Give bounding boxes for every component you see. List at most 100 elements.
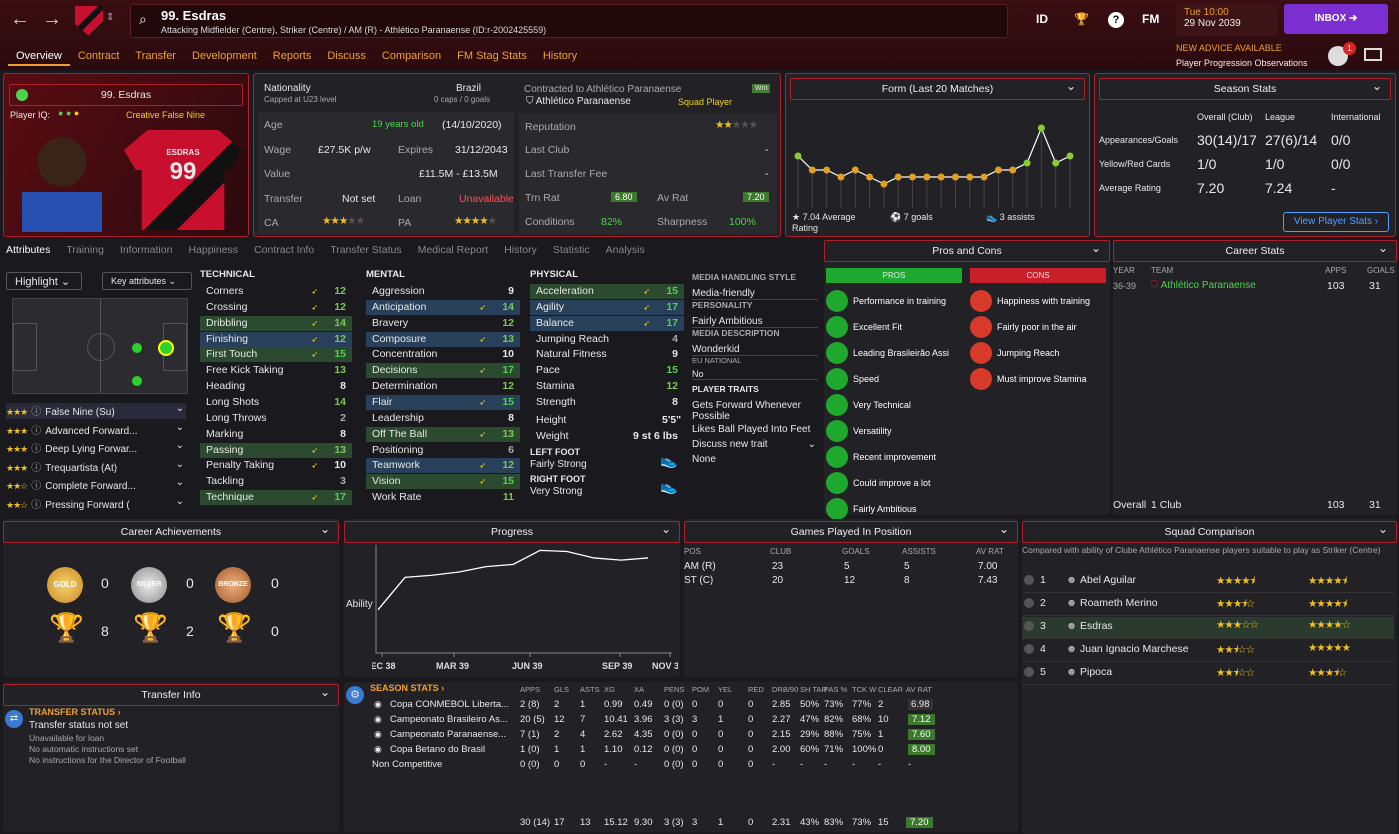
form-point[interactable] (923, 173, 931, 181)
trait-none: None (692, 454, 716, 465)
tab-transfer[interactable]: Transfer (135, 50, 176, 62)
club-link[interactable]: ⛉ Athlético Paranaense (526, 96, 631, 107)
day-time: Tue 10:00 (1184, 7, 1229, 18)
form-point[interactable] (1037, 124, 1045, 132)
tab-development[interactable]: Development (191, 50, 257, 62)
subtab-information[interactable]: Information (119, 244, 173, 256)
subtab-contract-info[interactable]: Contract Info (254, 244, 315, 256)
career-stats-header[interactable]: Career Stats (1113, 238, 1397, 262)
season-stats-link[interactable]: SEASON STATS › (370, 683, 445, 693)
squad-row[interactable]: 5 ☻ Pipoca ★★⯨☆☆ ★★★⯨☆ (1022, 663, 1394, 685)
help-icon[interactable]: ? (1108, 12, 1124, 28)
role-item[interactable]: ★★★ ⓘ Advanced Forward... ⌄ (6, 422, 186, 438)
role-item[interactable]: ★★★ ⓘ Trequartista (At) ⌄ (6, 459, 186, 475)
club-switch-icon[interactable]: ⇕ (106, 12, 115, 23)
tab-comparison[interactable]: Comparison (381, 50, 442, 62)
subtab-medical-report[interactable]: Medical Report (417, 244, 489, 256)
season-total-cell: 0 (748, 817, 754, 828)
tab-discuss[interactable]: Discuss (327, 50, 366, 62)
form-point[interactable] (909, 173, 917, 181)
form-point[interactable] (994, 166, 1002, 174)
subtab-happiness[interactable]: Happiness (188, 244, 239, 256)
tab-fm-stag-stats[interactable]: FM Stag Stats (457, 50, 527, 62)
form-point[interactable] (1052, 159, 1060, 167)
form-point[interactable] (866, 173, 874, 181)
date-display[interactable]: Tue 10:00 29 Nov 2039 (1176, 4, 1278, 36)
trophy-icon[interactable]: 🏆 (1074, 12, 1089, 26)
subtab-statistic[interactable]: Statistic (552, 244, 590, 256)
radio-icon[interactable] (1024, 575, 1034, 585)
radio-icon[interactable] (1024, 598, 1034, 608)
view-player-stats-button[interactable]: View Player Stats › (1283, 212, 1389, 232)
form-point[interactable] (894, 173, 902, 181)
fm-button[interactable]: FM (1142, 12, 1160, 26)
search-box[interactable]: ⌕ 99. Esdras Attacking Midfielder (Centr… (130, 4, 1008, 38)
progress-header[interactable]: Progress (344, 519, 680, 543)
competition-name[interactable]: Campeonato Paranaense... (390, 729, 507, 740)
subtab-attributes[interactable]: Attributes (6, 244, 51, 256)
subtab-history[interactable]: History (504, 244, 537, 256)
role-item[interactable]: ★★☆ ⓘ Pressing Forward (⌄ (6, 496, 186, 512)
games-header[interactable]: Games Played In Position (684, 519, 1018, 543)
competition-name[interactable]: Campeonato Brasileiro As... (390, 714, 508, 725)
highlight-dropdown[interactable]: Highlight ⌄ (6, 272, 82, 290)
squad-row[interactable]: 1 ☻ Abel Aguilar ★★★★⯨ ★★★★⯨ (1022, 571, 1394, 593)
monitor-icon[interactable] (1364, 48, 1382, 61)
form-point[interactable] (1023, 159, 1031, 167)
subtab-transfer-status[interactable]: Transfer Status (330, 244, 402, 256)
season-stats-header[interactable]: Season Stats (1099, 76, 1391, 100)
discuss-trait-dropdown[interactable]: Discuss new trait ⌄ (692, 439, 816, 450)
form-point[interactable] (794, 152, 802, 160)
squad-header[interactable]: Squad Comparison (1022, 519, 1397, 543)
form-point[interactable] (937, 173, 945, 181)
transfer-header[interactable]: Transfer Info (3, 682, 339, 706)
role-item[interactable]: ★★★ ⓘ False Nine (Su) ⌄ (6, 403, 186, 419)
form-point[interactable] (951, 173, 959, 181)
pros-cons-header[interactable]: Pros and Cons (824, 238, 1110, 262)
tab-contract[interactable]: Contract (77, 50, 120, 62)
form-point[interactable] (851, 166, 859, 174)
role-stars: ★★☆ (6, 481, 28, 491)
season-cell: 0 (748, 744, 754, 755)
radio-icon[interactable] (1024, 667, 1034, 677)
competition-name[interactable]: Copa CONMEBOL Liberta... (390, 699, 509, 710)
form-point[interactable] (980, 173, 988, 181)
key-attributes-dropdown[interactable]: Key attributes ⌄ (102, 272, 192, 290)
top-bar: ← → ⇕ ⌕ 99. Esdras Attacking Midfielder … (0, 0, 1399, 70)
form-point[interactable] (823, 166, 831, 174)
radio-icon[interactable] (1024, 644, 1034, 654)
id-button[interactable]: ID (1036, 12, 1048, 26)
competition-name[interactable]: Copa Betano do Brasil (390, 744, 486, 755)
radio-icon[interactable] (1024, 621, 1034, 631)
form-point[interactable] (808, 166, 816, 174)
back-arrow-icon[interactable]: ← (10, 8, 30, 30)
transfer-status-link[interactable]: TRANSFER STATUS › (29, 707, 121, 717)
form-point[interactable] (1066, 152, 1074, 160)
role-item[interactable]: ★★☆ ⓘ Complete Forward... ⌄ (6, 477, 186, 493)
forward-arrow-icon[interactable]: → (42, 8, 62, 30)
tab-overview[interactable]: Overview (8, 48, 70, 66)
squad-panel: Squad Comparison Compared with ability o… (1022, 519, 1397, 834)
career-team[interactable]: ⛉ Athlético Paranaense (1151, 280, 1256, 291)
tab-reports[interactable]: Reports (272, 50, 312, 62)
squad-row[interactable]: 4 ☻ Juan Ignacio Marchese ★★⯨☆☆ ★★★★★ (1022, 640, 1394, 662)
inbox-button[interactable]: INBOX ➔ (1284, 4, 1388, 34)
competition-name[interactable]: Non Competitive (372, 759, 443, 770)
form-point[interactable] (966, 173, 974, 181)
role-item[interactable]: ★★★ ⓘ Deep Lying Forwar... ⌄ (6, 440, 186, 456)
season-row-overall: 7.20 (1197, 180, 1225, 196)
form-point[interactable] (1009, 166, 1017, 174)
key-attribute-icon: ➶ (643, 302, 650, 312)
squad-row[interactable]: 3 ☻ Esdras ★★★☆☆ ★★★★☆ (1022, 617, 1394, 639)
form-point[interactable] (880, 180, 888, 188)
achievements-header[interactable]: Career Achievements (3, 519, 339, 543)
squad-row[interactable]: 2 ☻ Roameth Merino ★★★⯨☆ ★★★★⯨ (1022, 594, 1394, 616)
subtab-analysis[interactable]: Analysis (605, 244, 645, 256)
tab-history[interactable]: History (542, 50, 578, 62)
pro-item: Performance in training (826, 290, 946, 312)
advice-subtitle[interactable]: Player Progression Observations (1176, 58, 1308, 68)
subtab-training[interactable]: Training (66, 244, 104, 256)
settings-icon[interactable]: ⚙ (346, 686, 364, 704)
form-point[interactable] (837, 173, 845, 181)
form-header[interactable]: Form (Last 20 Matches) (790, 76, 1085, 100)
